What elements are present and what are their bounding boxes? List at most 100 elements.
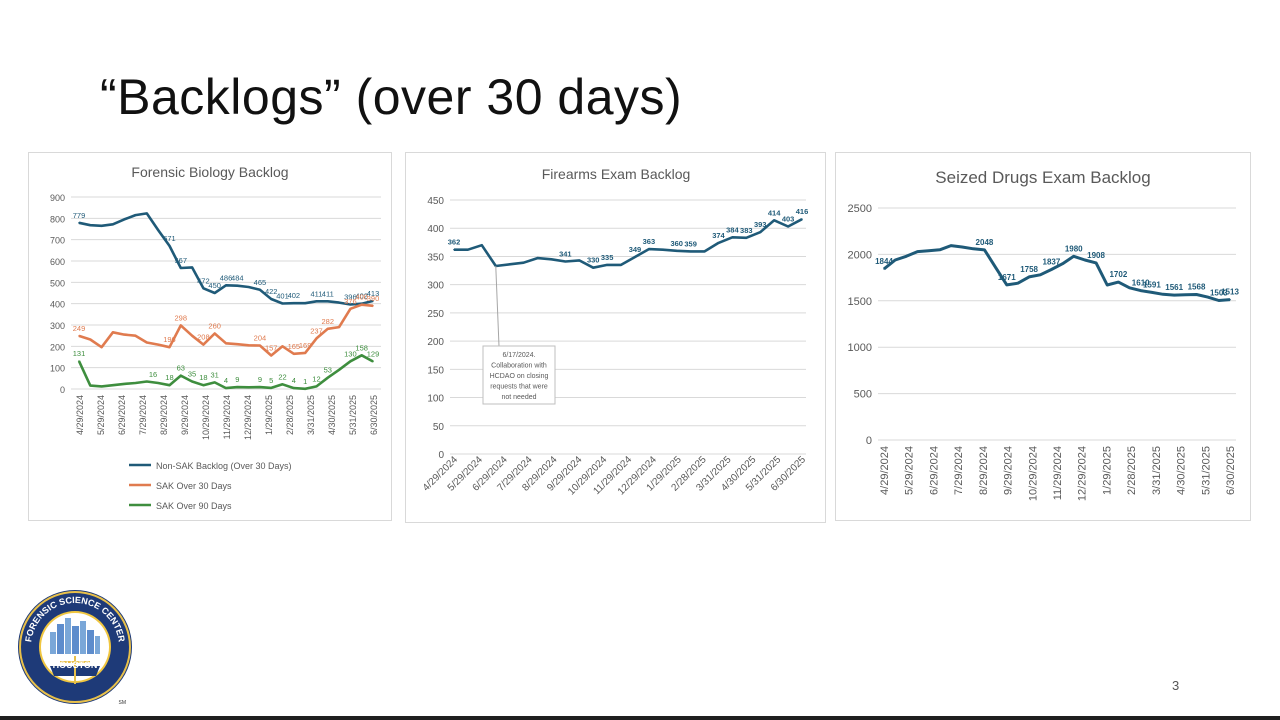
data-point — [606, 264, 608, 266]
data-label: 384 — [726, 225, 739, 234]
data-point — [259, 344, 261, 347]
data-point — [675, 250, 678, 252]
data-label: 411 — [322, 289, 334, 298]
data-point — [1218, 299, 1220, 302]
x-tick-label: 5/29/2024 — [904, 446, 916, 495]
data-label: 63 — [177, 364, 185, 373]
data-point — [717, 242, 720, 244]
firearms-plot: Firearms Exam Backlog 0 50 100 150 200 250 300 3… — [421, 166, 809, 498]
data-point — [78, 222, 80, 224]
data-point — [168, 245, 171, 247]
legend-label: SAK Over 30 Days — [156, 481, 232, 491]
data-point — [662, 248, 664, 251]
data-point — [191, 266, 193, 269]
data-label: 671 — [163, 234, 176, 243]
data-point — [146, 341, 148, 344]
data-point — [360, 354, 363, 357]
series-line — [454, 218, 803, 269]
data-point — [481, 244, 483, 246]
data-point — [1106, 284, 1109, 286]
data-point — [648, 248, 650, 250]
data-point — [179, 267, 182, 269]
data-label: 450 — [208, 281, 221, 290]
data-label: 1610 — [1132, 279, 1150, 288]
data-label: 165 — [288, 342, 301, 351]
series-line — [78, 303, 374, 357]
data-point — [270, 354, 273, 357]
data-label: 12 — [312, 374, 320, 383]
data-point — [1039, 274, 1042, 276]
annotation-text: Collaboration with — [491, 363, 547, 370]
data-point — [179, 374, 182, 377]
data-point — [202, 343, 205, 346]
data-point — [1151, 291, 1153, 294]
data-label: 1758 — [1020, 265, 1038, 274]
data-label: 413 — [367, 289, 380, 298]
x-tick-label: 12/29/2024 — [243, 395, 253, 440]
data-point — [1084, 259, 1086, 261]
data-point — [134, 334, 137, 337]
forensic-biology-plot: Forensic Biology Backlog 0 100 200 300 400 500… — [50, 164, 381, 511]
data-point — [1061, 262, 1064, 265]
data-point — [1095, 262, 1097, 264]
data-point — [134, 382, 137, 384]
data-point — [550, 258, 553, 261]
data-point — [703, 250, 706, 253]
chart-title: Forensic Biology Backlog — [131, 164, 288, 180]
data-point — [78, 360, 80, 362]
data-point — [453, 248, 455, 251]
data-label: 416 — [796, 207, 809, 216]
data-label: 349 — [629, 245, 642, 254]
data-point — [620, 264, 622, 266]
y-tick-label: 1000 — [848, 342, 872, 354]
data-point — [508, 263, 511, 266]
x-tick-label: 12/29/2024 — [1077, 446, 1089, 501]
y-tick-label: 700 — [50, 236, 65, 246]
data-label: 779 — [73, 211, 86, 220]
data-point — [134, 214, 137, 216]
data-point — [236, 284, 239, 287]
data-label: 335 — [601, 253, 614, 262]
y-tick-label: 150 — [427, 365, 444, 376]
y-tick-label: 200 — [50, 342, 65, 352]
data-point — [905, 255, 908, 258]
data-label: 169 — [299, 341, 312, 350]
data-label: 1980 — [1065, 244, 1083, 253]
data-point — [259, 386, 261, 388]
data-point — [191, 334, 193, 337]
data-label: 237 — [310, 326, 323, 335]
logo-sm-mark: SM — [119, 700, 127, 706]
y-tick-label: 450 — [427, 196, 444, 207]
data-label: 390 — [367, 294, 380, 303]
data-point — [304, 302, 306, 305]
x-tick-label: 2/28/2025 — [1126, 446, 1138, 495]
x-tick-label: 6/29/2024 — [928, 446, 940, 495]
data-label: 341 — [559, 250, 572, 259]
data-label: 5 — [269, 376, 273, 385]
data-label: 486 — [220, 273, 233, 282]
data-point — [146, 212, 148, 215]
data-point — [89, 338, 92, 341]
data-label: 484 — [231, 274, 244, 283]
annotation-leader — [495, 266, 500, 347]
data-point — [372, 300, 374, 302]
data-label: 383 — [740, 226, 753, 235]
data-label: 204 — [254, 333, 267, 342]
data-point — [1017, 282, 1019, 284]
data-label: 396 — [344, 293, 357, 302]
data-point — [236, 386, 239, 388]
data-point — [927, 249, 930, 252]
data-label: 196 — [163, 335, 176, 344]
data-label: 9 — [235, 375, 239, 384]
data-point — [146, 380, 148, 383]
data-label: 1 — [303, 377, 307, 386]
data-label: 401 — [276, 291, 289, 300]
data-point — [634, 256, 636, 258]
data-point — [315, 337, 318, 340]
data-label: 1702 — [1109, 270, 1127, 279]
data-label: 1513 — [1221, 288, 1239, 297]
data-label: 129 — [367, 349, 380, 358]
x-tick-label: 10/29/2024 — [201, 395, 211, 440]
data-label: 363 — [643, 237, 656, 246]
data-point — [123, 333, 126, 336]
